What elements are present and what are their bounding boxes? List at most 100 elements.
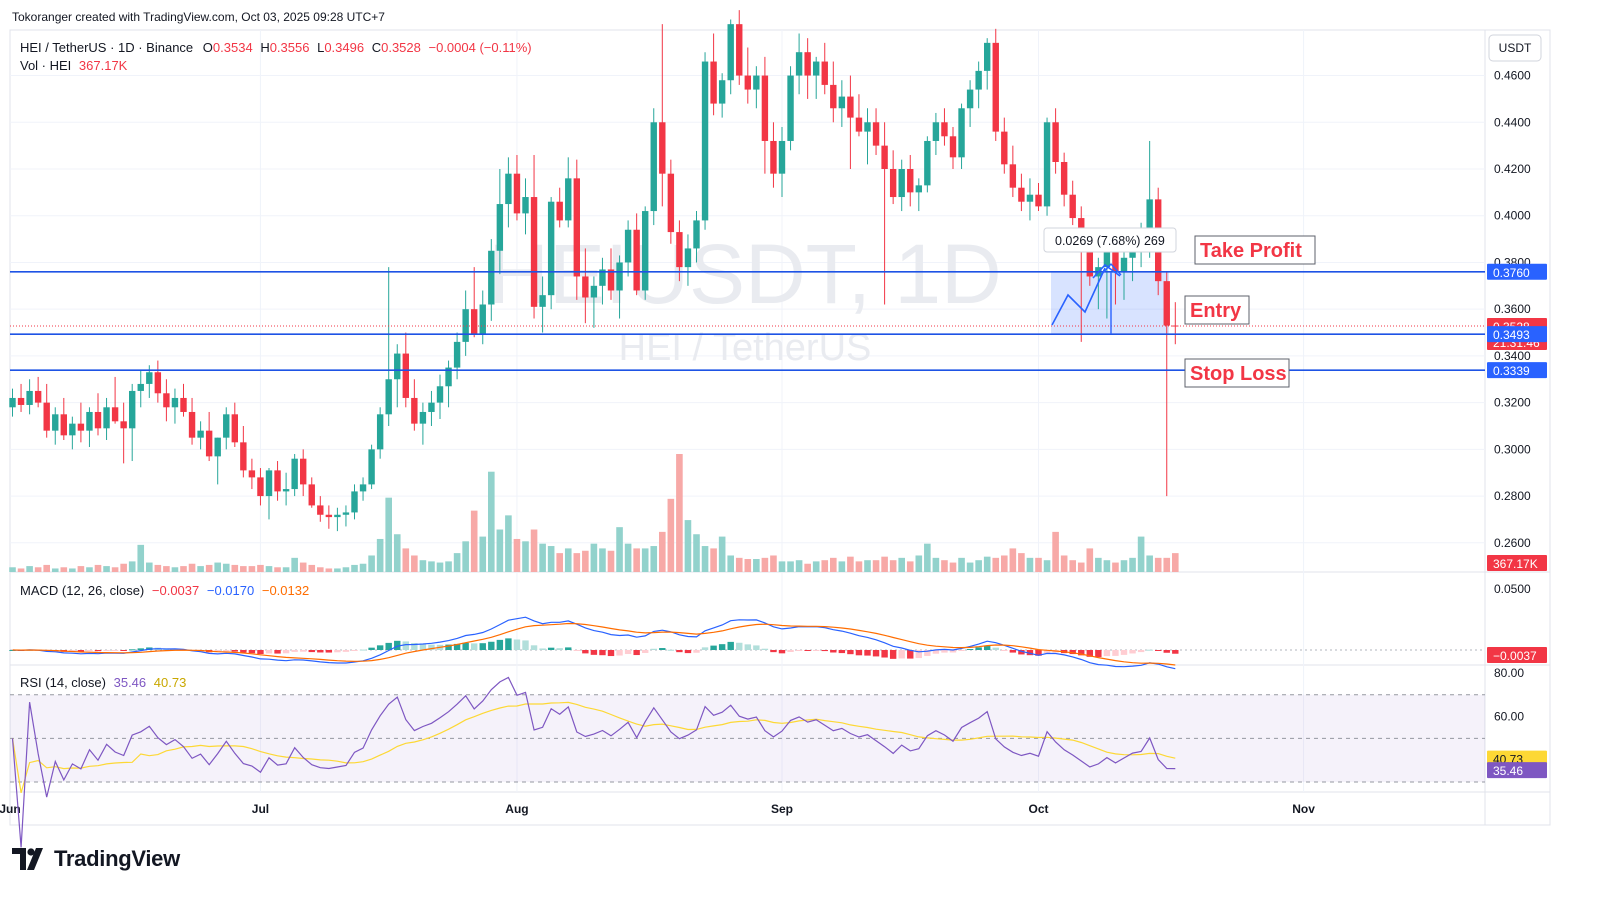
candle-body (479, 304, 486, 335)
candle-body (607, 269, 615, 291)
candle-body (317, 505, 324, 515)
macd-title: MACD (12, 26, close) (20, 583, 145, 598)
macd-histogram-bar (642, 650, 649, 653)
volume-bar (710, 548, 717, 572)
low-value: 0.3496 (324, 40, 365, 55)
macd-histogram-bar (1043, 650, 1051, 654)
macd-histogram-bar (1001, 650, 1008, 651)
volume-bar (727, 555, 734, 572)
volume-bar (359, 563, 367, 572)
candle-body (513, 173, 521, 214)
candle-body (394, 353, 401, 380)
macd-histogram-bar (684, 650, 692, 654)
candle-body (154, 372, 162, 394)
candle-body (1026, 194, 1034, 202)
volume-bar (941, 560, 948, 572)
volume-bar (701, 546, 709, 572)
candle-body (351, 491, 358, 513)
macd-histogram-bar (693, 650, 700, 653)
entry-price-tag (1487, 326, 1547, 343)
volume-bar (821, 560, 829, 572)
candle-body (795, 52, 803, 76)
macd-histogram-bar (1069, 650, 1076, 655)
candle-body (428, 402, 435, 412)
candle-body (1060, 161, 1068, 195)
macd-histogram-bar (1018, 650, 1025, 655)
macd-histogram-bar (838, 650, 846, 654)
macd-histogram-bar (676, 650, 683, 653)
macd-histogram-bar (69, 650, 76, 652)
volume-bar (274, 567, 281, 572)
volume-bar (1009, 548, 1017, 572)
macd-histogram-bar (701, 647, 709, 650)
time-tick-label: Jul (252, 802, 269, 816)
volume-bar (479, 536, 487, 572)
candle-body (1009, 164, 1017, 188)
candle-body (214, 437, 221, 457)
candle-body (821, 61, 828, 85)
candle-body (69, 423, 76, 436)
macd-histogram-bar (847, 650, 854, 655)
candle-body (402, 353, 409, 398)
macd-histogram-bar (778, 650, 786, 654)
candle-body (188, 411, 196, 438)
candle-body (547, 201, 555, 296)
candle-body (171, 397, 179, 408)
macd-histogram-bar (907, 650, 914, 659)
candle-body (9, 397, 16, 408)
rsi-ma-value: 40.73 (153, 675, 187, 690)
candle-body (907, 169, 914, 193)
volume-bar (488, 471, 495, 572)
volume-bar (171, 567, 179, 572)
macd-histogram-bar (975, 647, 982, 650)
macd-histogram-bar (120, 650, 127, 651)
candle-body (419, 411, 427, 424)
volume-bar (282, 567, 290, 572)
close-value: 0.3528 (381, 40, 421, 55)
high-label: H (260, 40, 270, 55)
macd-histogram-bar (813, 650, 820, 651)
volume-bar (299, 562, 307, 572)
time-tick-label: Oct (1028, 802, 1048, 816)
take-profit-label-box (1194, 235, 1316, 265)
rsi-title: RSI (14, close) (20, 675, 106, 690)
candle-body (872, 122, 880, 146)
volume-bar (855, 561, 863, 572)
volume-bar (411, 555, 418, 572)
rsi-line (11, 676, 1176, 848)
macd-histogram-bar (300, 650, 307, 652)
volume-bar (607, 550, 615, 572)
symbol-name[interactable]: HEI / TetherUS · 1D · Binance (20, 40, 194, 55)
take-profit-label: Take Profit (1200, 240, 1302, 262)
volume-bar (86, 567, 93, 572)
volume-bar (334, 568, 341, 572)
candle-body (830, 84, 837, 109)
candle-body (1172, 325, 1179, 327)
volume-bar (342, 567, 350, 572)
macd-histogram-bar (1120, 650, 1128, 655)
volume-bar (222, 563, 230, 572)
candle-body (1018, 187, 1025, 202)
tradingview-logo: TradingView (12, 846, 180, 872)
volume-bar (633, 548, 640, 572)
candle-body (838, 96, 846, 109)
candle-body (359, 484, 367, 492)
candle-body (94, 411, 102, 429)
macd-histogram-bar (1078, 650, 1085, 656)
price-tick-label: 0.3000 (1494, 442, 1531, 456)
rsi-tick-label: 80.00 (1494, 666, 1524, 680)
macd-histogram-bar (949, 650, 957, 653)
candle-body (718, 80, 726, 104)
macd-histogram-bar (821, 650, 828, 652)
candle-body (376, 414, 384, 450)
macd-histogram-bar (274, 650, 281, 654)
volume-bar (564, 548, 572, 572)
currency-button[interactable] (1488, 34, 1542, 62)
candle-body (1069, 194, 1076, 219)
volume-bar (1086, 548, 1094, 572)
candle-body (137, 383, 144, 391)
volume-bar (60, 567, 68, 572)
volume-bar (1112, 562, 1119, 572)
candle-body (60, 414, 67, 436)
